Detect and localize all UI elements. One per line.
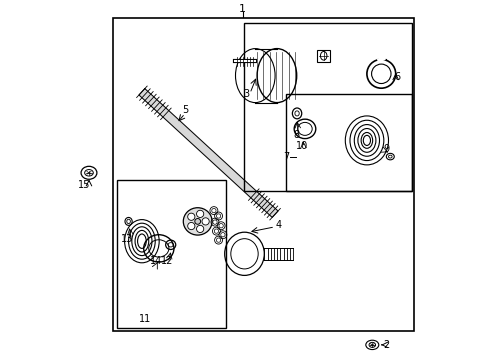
Text: 11: 11 — [139, 314, 151, 324]
Text: 3: 3 — [243, 89, 249, 99]
Text: 12: 12 — [161, 256, 173, 266]
Text: 15: 15 — [78, 180, 90, 190]
Text: 14: 14 — [150, 256, 162, 266]
Circle shape — [187, 222, 195, 230]
Bar — [117, 180, 226, 328]
Circle shape — [187, 213, 195, 220]
Text: 4: 4 — [275, 220, 281, 230]
Text: 7: 7 — [283, 152, 289, 162]
Bar — [113, 18, 413, 331]
Text: 13: 13 — [121, 234, 133, 244]
Bar — [317, 50, 329, 62]
Text: 9: 9 — [383, 144, 389, 154]
Circle shape — [202, 218, 209, 225]
Bar — [244, 23, 411, 191]
Ellipse shape — [183, 208, 212, 235]
Circle shape — [196, 210, 203, 217]
Text: 6: 6 — [394, 72, 400, 82]
Circle shape — [196, 225, 203, 233]
Text: 8: 8 — [293, 130, 299, 140]
Text: 1: 1 — [239, 4, 245, 14]
Text: 10: 10 — [295, 141, 307, 151]
Text: 5: 5 — [182, 105, 188, 115]
Text: 2: 2 — [383, 340, 389, 350]
Circle shape — [194, 219, 200, 224]
Bar — [285, 94, 411, 191]
Polygon shape — [139, 89, 278, 217]
